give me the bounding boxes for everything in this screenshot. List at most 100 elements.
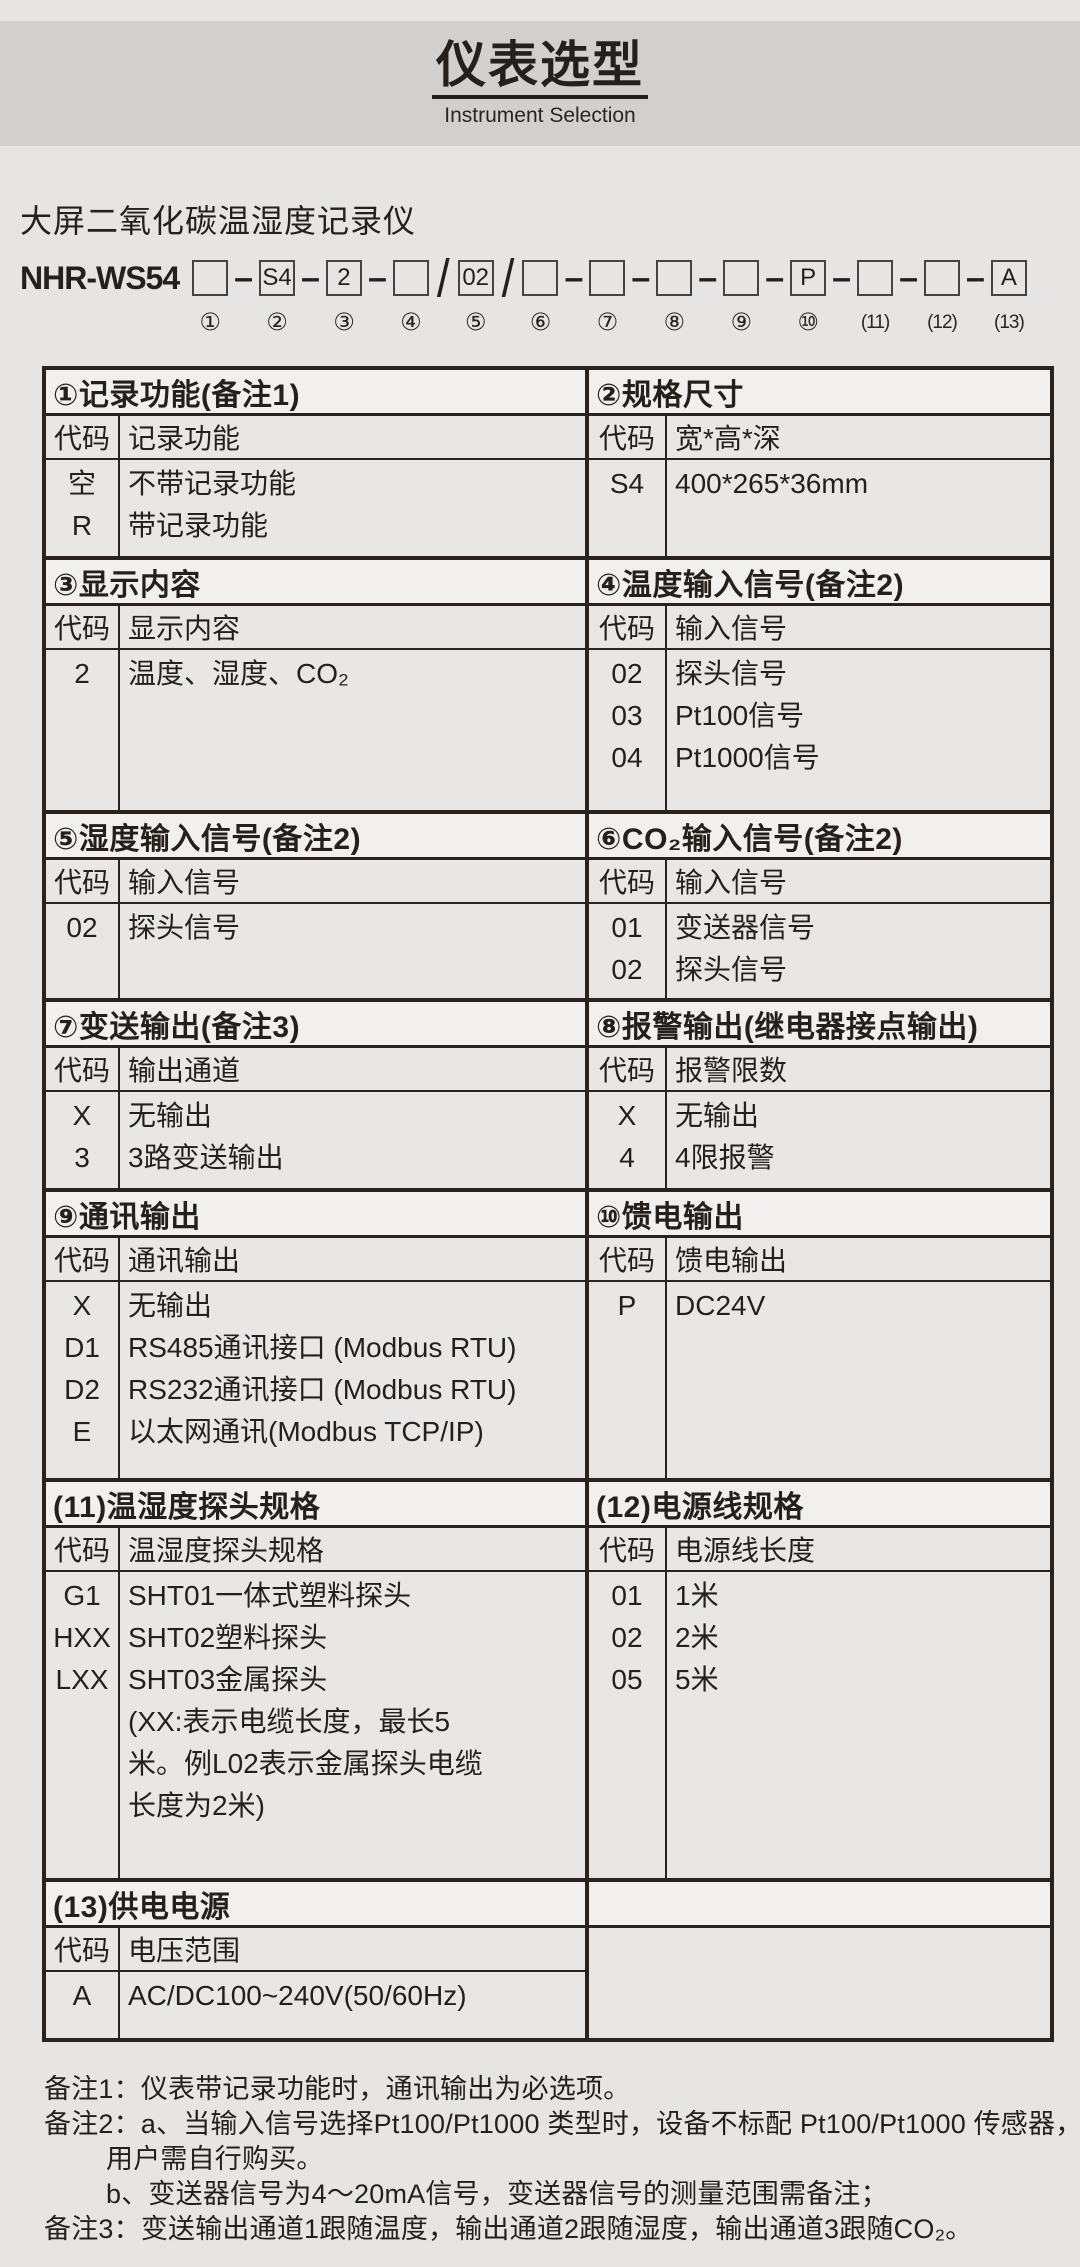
code-value: D1 [64,1332,100,1363]
code-value: 02 [66,912,98,943]
option-desc: 长度为2米) [128,1790,265,1821]
section-humidity-input-signal: ⑤湿度输入信号(备注2) 代码 输入信号 02 探头信号 [46,814,589,998]
section-header: ①记录功能(备注1) [46,370,585,416]
model-slot-number: ⑤ [464,309,487,336]
column-header-code: 代码 [589,1528,667,1570]
column-header-row: 代码 报警限数 [589,1048,1050,1092]
model-separator: – [698,259,718,297]
section-record-function: ①记录功能(备注1) 代码 记录功能空 R 不带记录功能 带记录功能 [46,370,589,556]
page-title: 仪表选型 [432,39,648,99]
table-band-6: (11)温湿度探头规格 代码 温湿度探头规格 G1 HXX LXX SHT01一体式塑料探头… [46,1478,1050,1878]
model-separator: – [564,259,584,297]
column-header-desc: 显示内容 [128,613,241,644]
section-body: 01 02 变送器信号 探头信号 [589,904,1050,998]
model-code-box [857,260,894,296]
table-band-5: ⑨通讯输出 代码 通讯输出 X D1 D2 E 无输出 RS485通讯接口 (Modbus RT… [46,1188,1050,1478]
column-header-code: 代码 [46,860,120,902]
option-desc: Pt1000信号 [675,742,820,773]
code-value: A [72,1980,92,2011]
column-header-code: 代码 [589,860,667,902]
model-slot-number: ⑩ [797,309,819,336]
model-code-box: P [790,260,827,296]
footnote-line-1: 备注1：仪表带记录功能时，通讯输出为必选项。 [44,2074,631,2104]
option-desc: AC/DC100~240V(50/60Hz) [128,1980,467,2011]
column-header-desc: 宽*高*深 [675,423,781,454]
desc-column: 1米 2米 5米 [667,1572,1050,1878]
section-body: X 4 无输出 4限报警 [589,1092,1050,1188]
option-desc: SHT03金属探头 [128,1664,328,1695]
model-slot-13: A (13) [990,260,1027,336]
column-header-code: 代码 [589,416,667,458]
section-empty [589,1882,1050,2038]
desc-column: 探头信号 Pt100信号 Pt1000信号 [667,650,1050,810]
column-header-desc: 馈电输出 [675,1245,788,1276]
model-code-box [589,260,626,296]
section-body-empty [589,1928,1050,2038]
table-band-1: ①记录功能(备注1) 代码 记录功能空 R 不带记录功能 带记录功能 ②规格尺寸 代码 宽*高*… [46,370,1050,556]
table-band-4: ⑦变送输出(备注3) 代码 输出通道 X 3 无输出 3路变送输出 ⑧报警输出(继电器接点输出… [46,998,1050,1188]
selection-table: ①记录功能(备注1) 代码 记录功能空 R 不带记录功能 带记录功能 ②规格尺寸 代码 宽*高*… [42,366,1054,2042]
column-header-code: 代码 [46,1928,120,1970]
model-slot-5: 02 ⑤ [457,260,494,336]
option-desc: 米。例L02表示金属探头电缆 [128,1748,483,1779]
column-header-desc: 输出通道 [128,1055,241,1086]
section-feed-power-output: ⑩馈电输出 代码 馈电输出 P DC24V [589,1192,1050,1478]
desc-column: 温度、湿度、CO₂ [120,650,585,810]
section-body: 2 温度、湿度、CO₂ [46,650,585,810]
section-communication-output: ⑨通讯输出 代码 通讯输出 X D1 D2 E 无输出 RS485通讯接口 (Modbus RT… [46,1192,589,1478]
model-code-box: 02 [457,260,494,296]
option-desc: 带记录功能 [128,510,269,541]
code-value: 3 [74,1142,90,1173]
model-code-box [656,260,693,296]
option-desc: 5米 [675,1664,719,1695]
column-header-code: 代码 [46,606,120,648]
code-column: A [46,1972,120,2038]
model-code-box [522,260,559,296]
section-alarm-output: ⑧报警输出(继电器接点输出) 代码 报警限数 X 4 无输出 4限报警 [589,1002,1050,1188]
model-code-box [392,260,429,296]
desc-column: 探头信号 [120,904,585,998]
code-value: 05 [611,1664,643,1695]
page-header-banner: 仪表选型 Instrument Selection [0,21,1080,146]
column-header-row: 代码 记录功能 [46,416,585,460]
code-value: D2 [64,1374,100,1405]
desc-column: 无输出 4限报警 [667,1092,1050,1188]
model-slot-number: ④ [400,309,422,336]
section-body: 空 R 不带记录功能 带记录功能 [46,460,585,556]
code-value: E [72,1416,92,1447]
column-header-desc: 电压范围 [128,1935,241,1966]
section-transmit-output: ⑦变送输出(备注3) 代码 输出通道 X 3 无输出 3路变送输出 [46,1002,589,1188]
option-desc: DC24V [675,1290,766,1321]
option-desc: 探头信号 [128,912,241,943]
code-value: R [71,510,93,541]
model-code-box [192,260,229,296]
model-slot-number: (11) [860,312,890,333]
column-header-desc: 输入信号 [675,867,788,898]
code-value: LXX [55,1664,109,1695]
section-header: ⑤湿度输入信号(备注2) [46,814,585,860]
column-header-row: 代码 馈电输出 [589,1238,1050,1282]
option-desc: 无输出 [128,1290,213,1321]
option-desc: 1米 [675,1580,719,1611]
option-desc: 以太网通讯(Modbus TCP/IP) [128,1416,484,1447]
page-subtitle: Instrument Selection [444,103,636,127]
column-header-row: 代码 通讯输出 [46,1238,585,1282]
code-value: 2 [74,658,90,689]
table-band-3: ⑤湿度输入信号(备注2) 代码 输入信号 02 探头信号 ⑥CO₂输入信号(备注2) 代码输… [46,810,1050,998]
section-body: G1 HXX LXX SHT01一体式塑料探头 SHT02塑料探头 SHT03金属探头 (X… [46,1572,585,1878]
code-value: 01 [611,1580,643,1611]
section-power-cord-spec: (12)电源线规格 代码 电源线长度 01 02 05 1米 2米 5米 [589,1482,1050,1878]
section-display-content: ③显示内容 代码 显示内容 2 温度、湿度、CO₂ [46,560,589,810]
option-desc: 探头信号 [675,954,788,985]
option-desc: 变送器信号 [675,912,816,943]
code-value: X [72,1290,92,1321]
footnote-line-2: 备注2：a、当输入信号选择Pt100/Pt1000 类型时，设备不标配 Pt10… [44,2109,1080,2139]
section-power-supply: (13)供电电源 代码 电压范围 A AC/DC100~240V(50/60Hz) [46,1882,589,2038]
model-slot-number: ⑥ [529,309,552,336]
option-desc: RS232通讯接口 (Modbus RTU) [128,1374,517,1405]
column-header-desc: 电源线长度 [675,1535,816,1566]
section-body: X 3 无输出 3路变送输出 [46,1092,585,1188]
model-code-line: NHR-WS54 ① – S4 ② –2 ③ – ④/02 ⑤ / ⑥ – ⑦ – ⑧ – ⑨ – P ⑩ – (11) –… [20,252,1080,336]
model-slot-1: ① [192,260,229,336]
